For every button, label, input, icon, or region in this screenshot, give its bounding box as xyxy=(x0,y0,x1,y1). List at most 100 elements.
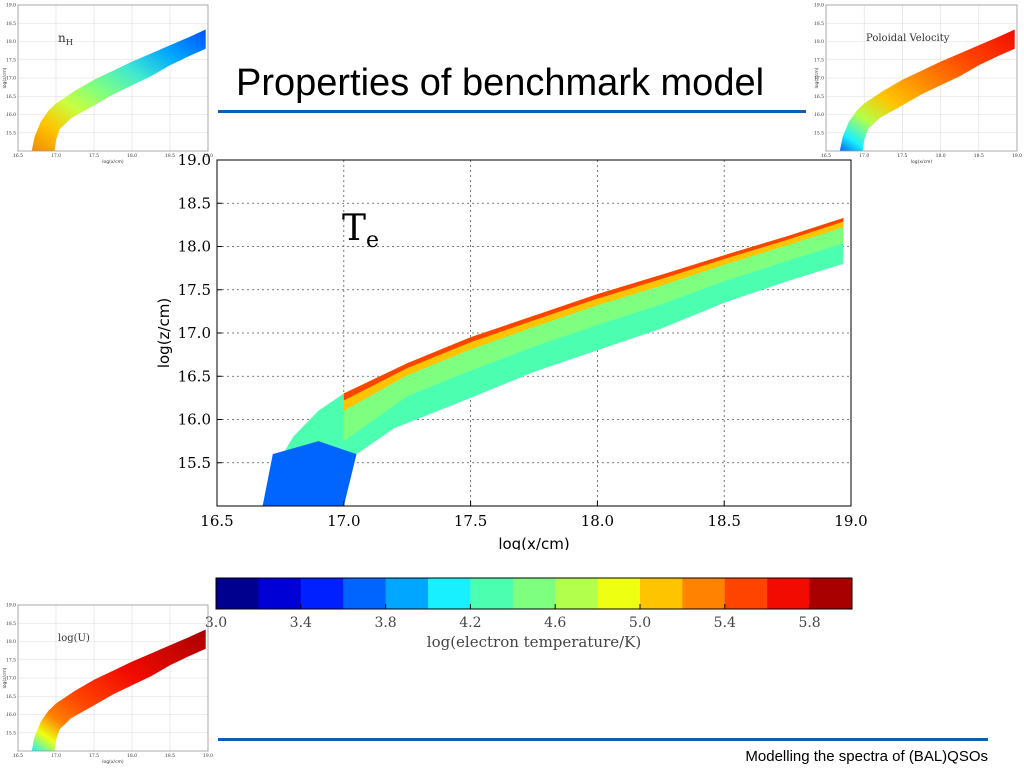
colorbar-tick-label: 3.4 xyxy=(290,615,312,631)
footer-text: Modelling the spectra of (BAL)QSOs xyxy=(745,748,988,765)
colorbar-frame xyxy=(215,577,853,610)
x-tick-label: 18.5 xyxy=(707,512,740,530)
x-axis-label: log(x/cm) xyxy=(498,535,569,550)
thumb-x-tick-label: 17.0 xyxy=(51,753,61,759)
y-tick-label: 16.0 xyxy=(178,411,211,429)
thumb-y-tick-label: 17.5 xyxy=(814,57,824,63)
x-tick-label: 19.0 xyxy=(834,512,867,530)
footer-rule xyxy=(218,738,988,741)
colorbar-bin xyxy=(385,578,429,609)
thumb-frame xyxy=(17,604,209,752)
thumb-x-tick-label: 16.5 xyxy=(13,153,23,159)
thumb-x-tick-label: 17.5 xyxy=(89,153,99,159)
thumb-x-tick-label: 18.0 xyxy=(127,153,137,159)
thumb-y-axis-label: log(z/cm) xyxy=(814,67,820,88)
thumb-y-tick-label: 19.0 xyxy=(6,603,16,609)
thumb-x-tick-label: 17.5 xyxy=(89,753,99,759)
colorbar-tick-label: 3.8 xyxy=(374,615,396,631)
thumb-y-tick-label: 15.5 xyxy=(6,730,16,736)
colorbar-bin xyxy=(809,578,853,609)
thumb-y-tick-label: 17.0 xyxy=(6,76,16,82)
wind-band-upper-layer xyxy=(343,218,844,442)
thumb-y-tick-label: 16.0 xyxy=(814,112,824,118)
colorbar-tick-label: 5.8 xyxy=(798,615,820,631)
wind-band-surface xyxy=(343,218,844,411)
thumb-y-tick-label: 16.5 xyxy=(814,94,824,100)
thumb-x-axis-label: log(x/cm) xyxy=(911,159,933,165)
thumb-x-axis-label: log(x/cm) xyxy=(102,759,124,765)
thumb-x-tick-label: 17.0 xyxy=(859,153,869,159)
title-rule xyxy=(218,110,806,113)
thumb-y-tick-label: 18.0 xyxy=(814,39,824,45)
thumb-y-tick-label: 18.0 xyxy=(6,39,16,45)
colorbar-bin xyxy=(767,578,811,609)
te-annotation: Te xyxy=(342,208,379,253)
thumb-y-axis-label: log(z/cm) xyxy=(2,67,8,88)
wind-region xyxy=(262,218,844,506)
colorbar-tick-label: 4.2 xyxy=(459,615,481,631)
wind-band-skin xyxy=(343,218,844,401)
thumbnail-poloidal-velocity-plot: 16.5 17.0 17.5 18.0 18.5 19.0 15.5 16.0 16.5 17.0… xyxy=(814,3,1022,166)
thumb-x-axis-label: log(x/cm) xyxy=(102,159,124,165)
thumb-y-tick-label: 17.0 xyxy=(814,76,824,82)
colorbar-label: log(electron temperature/K) xyxy=(427,633,641,651)
colorbar-bin xyxy=(640,578,683,609)
thumb-wind-region xyxy=(839,29,1015,151)
thumb-x-tick-label: 18.5 xyxy=(974,153,984,159)
colorbar-tick-label: 4.6 xyxy=(544,615,566,631)
thumb-x-tick-label: 18.0 xyxy=(936,153,946,159)
thumbnail-logu-plot: 16.5 17.0 17.5 18.0 18.5 19.0 15.5 16.0 16.5 17.0… xyxy=(2,603,213,766)
thumbnail-nh-plot: 16.5 17.0 17.5 18.0 18.5 19.0 15.5 16.0 16.5 17.0… xyxy=(2,3,213,166)
thumb-x-tick-label: 19.0 xyxy=(1012,153,1022,159)
colorbar-bin xyxy=(682,578,726,609)
te-colorbar: 3.0 3.4 3.8 4.2 4.6 5.0 5.4 5.8 log(electron tem… xyxy=(205,577,853,651)
y-axis-label: log(z/cm) xyxy=(155,298,173,368)
thumb-x-tick-label: 18.0 xyxy=(127,753,137,759)
te-heatmap-chart: 16.5 17.0 17.5 18.0 18.5 19.0 15.5 16.0 16.5 17.0… xyxy=(155,151,868,550)
thumb-wind-region xyxy=(31,629,206,751)
wind-band-base-core xyxy=(267,467,332,506)
colorbar-bin xyxy=(597,578,641,609)
thumb-annotation: Poloidal Velocity xyxy=(866,33,950,44)
colorbar-bin xyxy=(428,578,471,609)
thumb-y-tick-label: 17.0 xyxy=(6,676,16,682)
thumb-y-tick-label: 19.0 xyxy=(6,3,16,9)
x-tick-label: 16.5 xyxy=(200,512,233,530)
thumb-x-tick-label: 19.0 xyxy=(203,153,213,159)
thumb-y-tick-label: 16.5 xyxy=(6,94,16,100)
thumb-y-tick-label: 17.5 xyxy=(6,657,16,663)
thumb-x-tick-label: 18.5 xyxy=(165,753,175,759)
colorbar-bin xyxy=(512,578,556,609)
colorbar-tick-label: 3.0 xyxy=(205,615,227,631)
thumb-frame xyxy=(17,4,209,152)
thumb-y-axis-label: log(z/cm) xyxy=(2,667,8,688)
y-tick-label: 17.5 xyxy=(178,281,211,299)
colorbar-bin xyxy=(300,578,344,609)
colorbar-bin xyxy=(258,578,302,609)
thumb-y-tick-label: 15.5 xyxy=(6,130,16,136)
y-tick-label: 15.5 xyxy=(178,454,211,472)
thumb-y-tick-label: 18.0 xyxy=(6,639,16,645)
thumb-x-tick-label: 16.5 xyxy=(821,153,831,159)
y-tick-label: 17.0 xyxy=(178,324,211,342)
thumb-x-tick-label: 16.5 xyxy=(13,753,23,759)
colorbar-bin xyxy=(343,578,387,609)
y-tick-label: 18.0 xyxy=(178,238,211,256)
thumb-y-tick-label: 16.0 xyxy=(6,112,16,118)
thumb-y-tick-label: 17.5 xyxy=(6,57,16,63)
thumb-y-tick-label: 18.5 xyxy=(814,21,824,27)
colorbar-bin xyxy=(555,578,599,609)
y-tick-label: 19.0 xyxy=(178,151,211,169)
x-tick-label: 17.0 xyxy=(327,512,360,530)
colorbar-bin xyxy=(724,578,768,609)
thumb-frame xyxy=(825,4,1018,152)
thumb-x-tick-label: 17.5 xyxy=(897,153,907,159)
thumb-x-tick-label: 18.5 xyxy=(165,153,175,159)
thumb-wind-region xyxy=(31,29,206,151)
thumb-y-tick-label: 18.5 xyxy=(6,621,16,627)
thumb-annotation: nH xyxy=(58,31,73,47)
thumb-y-tick-label: 15.5 xyxy=(814,130,824,136)
thumb-x-tick-label: 19.0 xyxy=(203,753,213,759)
colorbar-bin xyxy=(470,578,514,609)
y-tick-label: 16.5 xyxy=(178,367,211,385)
